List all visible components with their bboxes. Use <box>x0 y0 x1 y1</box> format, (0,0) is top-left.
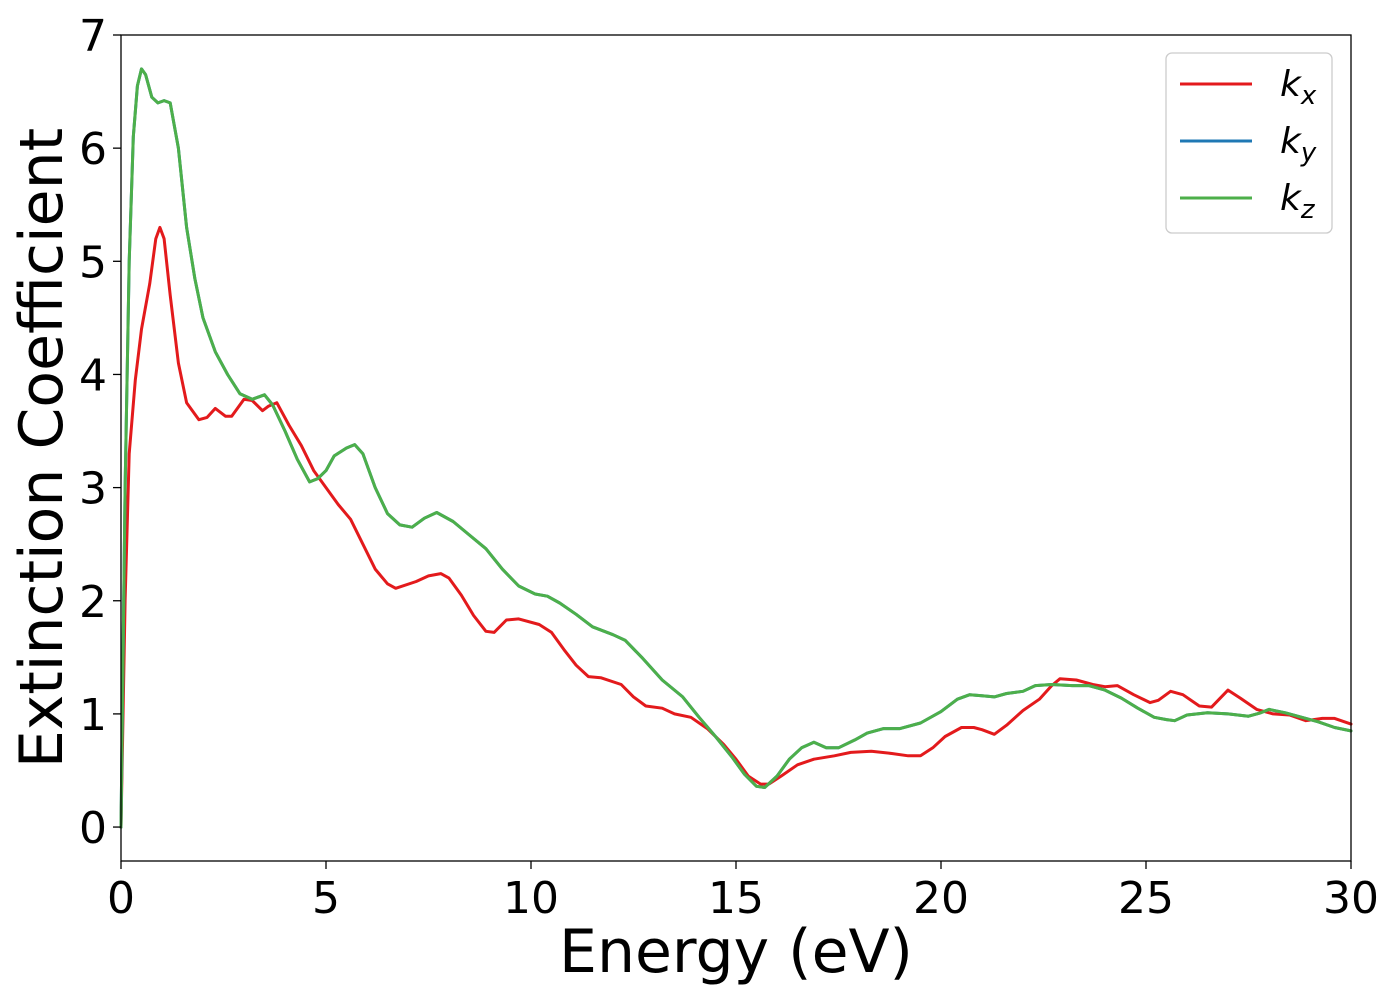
x-tick-label: 30 <box>1323 873 1379 924</box>
series-line-kz <box>119 67 1353 829</box>
x-tick-label: 25 <box>1118 873 1174 924</box>
y-tick-label: 5 <box>79 237 107 288</box>
y-tick-label: 6 <box>79 124 107 175</box>
legend-label-kx: kx <box>1280 64 1317 111</box>
legend-label-subscript: x <box>1300 81 1317 111</box>
series-layer <box>119 67 1353 829</box>
x-tick-label: 5 <box>312 873 340 924</box>
y-tick-label: 3 <box>79 464 107 515</box>
x-axis-label: Energy (eV) <box>559 917 913 987</box>
legend-label-subscript: y <box>1300 138 1317 168</box>
y-tick-label: 4 <box>79 350 107 401</box>
y-tick-label: 1 <box>79 690 107 741</box>
legend-label-base: k <box>1280 178 1303 219</box>
y-tick-label: 2 <box>79 577 107 628</box>
x-tick-label: 10 <box>503 873 559 924</box>
legend-label-ky: ky <box>1280 121 1317 168</box>
y-tick-label: 7 <box>79 11 107 62</box>
series-line-kx <box>119 225 1353 829</box>
legend-box <box>1165 52 1333 234</box>
x-tick-label: 15 <box>708 873 764 924</box>
y-axis-ticks: 0 1 2 3 4 5 6 7 <box>79 11 121 854</box>
y-tick-label: 0 <box>79 803 107 854</box>
legend-label-base: k <box>1280 64 1303 105</box>
legend-label-base: k <box>1280 121 1303 162</box>
x-tick-label: 20 <box>913 873 969 924</box>
x-tick-label: 0 <box>107 873 135 924</box>
legend-label-subscript: z <box>1300 195 1316 225</box>
legend-label-kz: kz <box>1280 178 1316 225</box>
y-axis-label: Extinction Coefficient <box>7 128 77 768</box>
x-axis-ticks: 0 5 10 15 20 25 30 <box>107 861 1379 924</box>
